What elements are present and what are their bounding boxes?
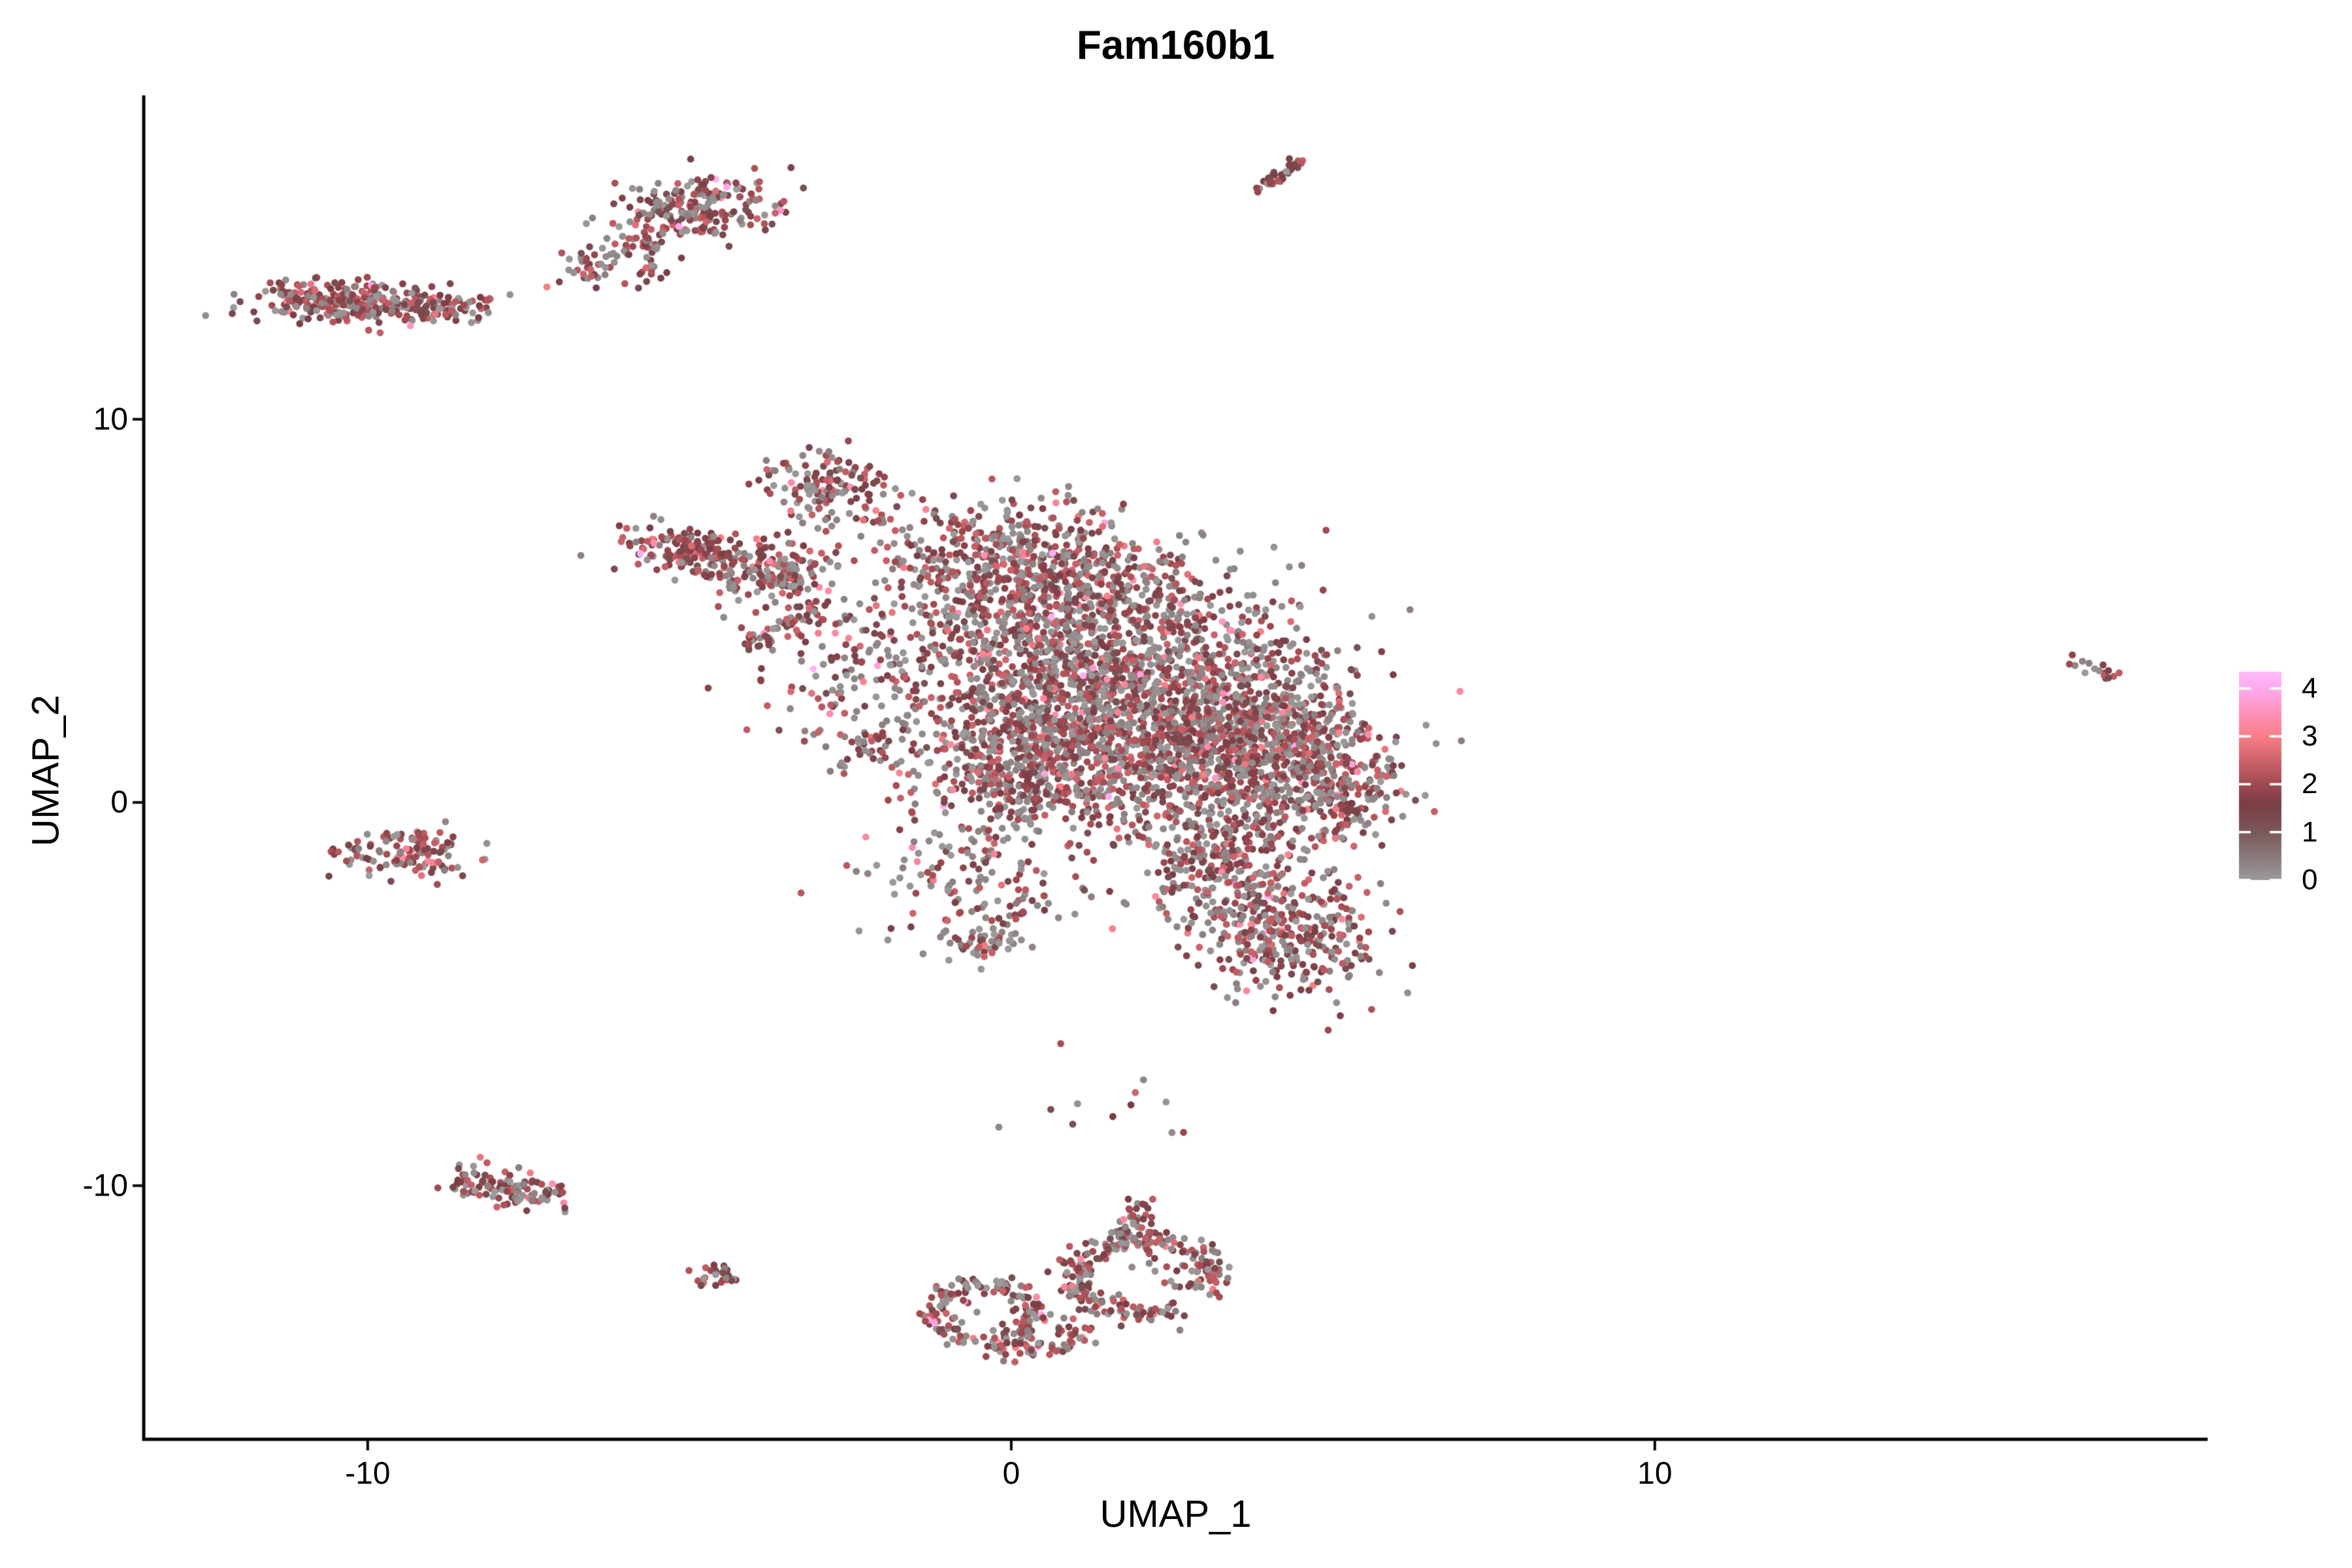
legend-tick-label: 3 (2302, 720, 2318, 752)
legend-tick-label: 0 (2302, 864, 2318, 896)
y-tick-label: -10 (82, 1168, 128, 1203)
x-tick-label: 0 (1002, 1456, 1021, 1491)
x-axis-title: UMAP_1 (1100, 1493, 1252, 1535)
y-tick-label: 0 (110, 785, 128, 820)
y-axis-title: UMAP_2 (24, 694, 67, 847)
legend-tick-label: 4 (2302, 672, 2318, 704)
x-tick-label: 10 (1637, 1456, 1673, 1491)
x-tick-label: -10 (345, 1456, 391, 1491)
plot-title: Fam160b1 (1076, 23, 1275, 68)
y-tick-label: 10 (93, 402, 128, 437)
legend-tick-label: 2 (2302, 768, 2318, 800)
legend-tick-label: 1 (2302, 815, 2318, 848)
